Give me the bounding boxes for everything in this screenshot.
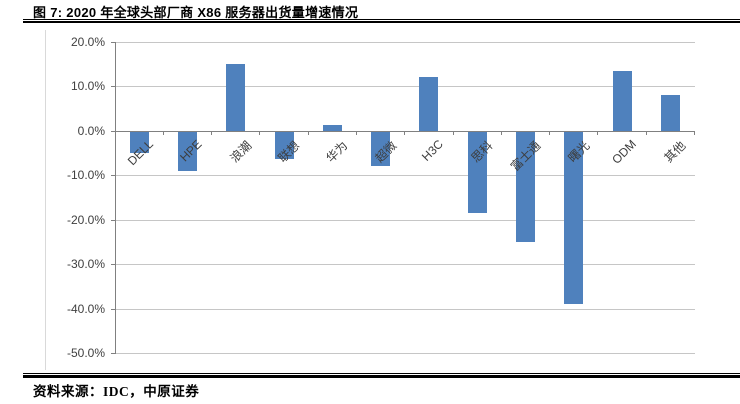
y-tick-label: 20.0% <box>70 34 105 49</box>
bar-DELL <box>129 131 149 154</box>
y-tick-label: 10.0% <box>70 79 105 93</box>
x-axis-tick <box>500 131 502 135</box>
y-axis-tick <box>111 86 115 87</box>
y-tick-label: -50.0% <box>66 346 105 360</box>
bar-超微 <box>371 131 391 166</box>
bar-浪潮 <box>226 64 246 131</box>
bar-联想 <box>274 131 294 160</box>
y-tick-label: -10.0% <box>66 168 105 182</box>
y-tick-label: -40.0% <box>66 301 105 316</box>
x-axis-tick <box>355 131 357 135</box>
y-axis-tick <box>111 353 115 354</box>
gridline <box>115 264 695 265</box>
x-axis-tick <box>114 131 116 135</box>
category-label-浪潮: 浪潮 <box>227 138 255 166</box>
rule-thick-line <box>23 21 740 23</box>
category-label-ODM: ODM <box>609 137 639 167</box>
y-axis-tick <box>111 175 115 176</box>
bar-思科 <box>467 131 487 214</box>
gridline <box>115 353 695 354</box>
footer-separator-rule <box>23 373 740 378</box>
y-axis-tick <box>111 308 115 310</box>
x-axis-tick <box>307 131 309 135</box>
y-tick-label: -30.0% <box>66 257 105 271</box>
x-axis-tick <box>259 131 261 135</box>
y-axis-tick <box>111 219 115 221</box>
bar-其他 <box>660 94 680 131</box>
bar-H3C <box>419 76 439 131</box>
category-label-H3C: H3C <box>418 137 446 164</box>
rule-thin-line <box>23 373 740 374</box>
gridline <box>115 41 695 43</box>
bar-HPE <box>177 131 197 172</box>
y-tick-label: 0.0% <box>77 123 105 138</box>
x-axis-tick <box>694 131 695 135</box>
y-axis-tick <box>111 41 115 43</box>
x-axis-tick <box>404 131 406 135</box>
category-label-华为: 华为 <box>323 138 351 166</box>
x-axis-tick <box>211 131 213 135</box>
source-note: 资料来源：IDC，中原证券 <box>33 384 200 399</box>
bar-富士通 <box>515 131 535 243</box>
x-axis-tick <box>597 131 599 135</box>
x-axis-tick <box>645 131 647 135</box>
y-axis-line <box>114 42 116 354</box>
rule-thin-line <box>23 19 740 20</box>
title-separator-rule <box>23 19 740 23</box>
y-axis-tick <box>111 264 115 265</box>
y-axis-tick <box>111 130 115 132</box>
x-axis-tick <box>452 131 454 135</box>
category-label-其他: 其他 <box>661 138 689 166</box>
rule-thick-line <box>23 375 740 378</box>
bar-曙光 <box>564 131 584 305</box>
gridline <box>115 308 695 310</box>
gridline <box>115 86 695 87</box>
bar-ODM <box>612 70 632 131</box>
gridline <box>115 175 695 176</box>
bar-华为 <box>322 125 342 131</box>
chart-frame-left-border <box>45 30 46 370</box>
x-axis-tick <box>549 131 551 135</box>
gridline <box>115 219 695 221</box>
figure-title: 图 7: 2020 年全球头部厂商 X86 服务器出货量增速情况 <box>33 5 359 20</box>
y-tick-label: -20.0% <box>66 212 105 227</box>
x-axis-tick <box>162 131 164 135</box>
